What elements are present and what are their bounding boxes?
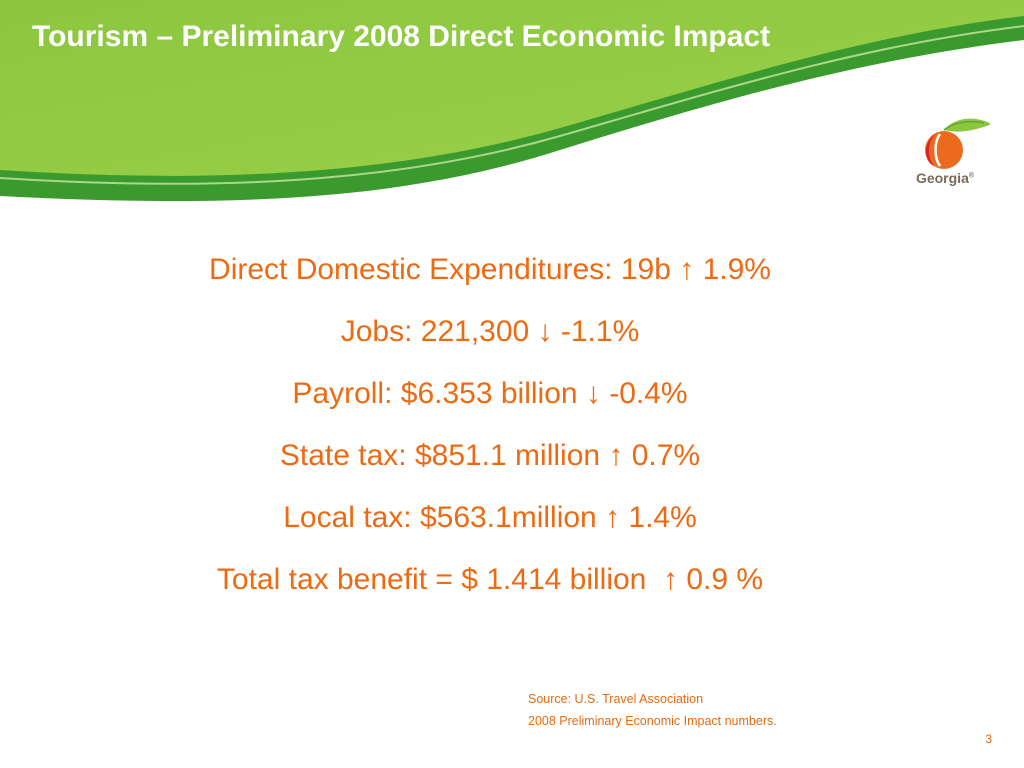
georgia-logo: Georgia® [900, 112, 1000, 196]
stat-direct-expenditures: Direct Domestic Expenditures: 19b ↑ 1.9% [209, 253, 771, 286]
stat-state-tax: State tax: $851.1 million ↑ 0.7% [279, 439, 701, 472]
stat-jobs: Jobs: 221,300 ↓ -1.1% [340, 315, 640, 348]
stat-total-tax-benefit: Total tax benefit = $ 1.414 billion ↑ 0.… [216, 563, 764, 596]
stat-local-tax: Local tax: $563.1million ↑ 1.4% [283, 501, 697, 534]
source-line-1: Source: U.S. Travel Association [528, 692, 704, 706]
page-number: 3 [985, 732, 992, 746]
header-swoosh [0, 0, 1024, 202]
stat-payroll: Payroll: $6.353 billion ↓ -0.4% [292, 377, 688, 410]
source-note: Source: U.S. Travel Association 2008 Pre… [528, 688, 777, 732]
peach-icon [925, 118, 990, 169]
stats-list: Direct Domestic Expenditures: 19b ↑ 1.9%… [100, 246, 880, 618]
source-line-2: 2008 Preliminary Economic Impact numbers… [528, 714, 777, 728]
slide-title: Tourism – Preliminary 2008 Direct Econom… [32, 20, 771, 53]
logo-text: Georgia® [915, 170, 975, 186]
